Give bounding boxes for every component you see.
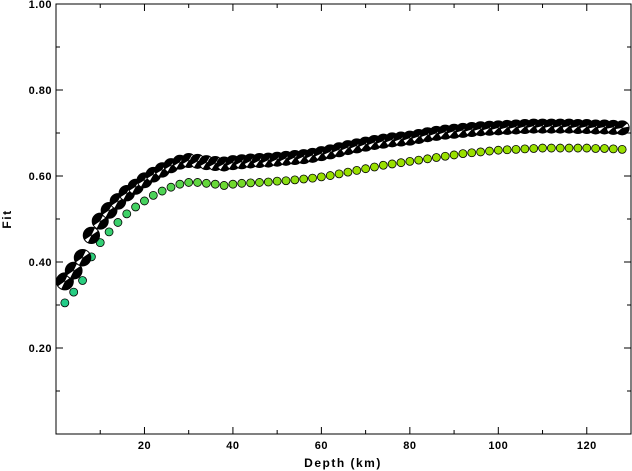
- dot-point: [564, 143, 574, 153]
- dot-point: [538, 143, 547, 153]
- dot-point: [573, 143, 583, 153]
- dot-point: [290, 175, 300, 185]
- x-tick-label: 100: [488, 440, 508, 452]
- x-tick-label: 40: [226, 440, 239, 452]
- dot-point: [78, 276, 87, 285]
- dot-point: [361, 164, 371, 174]
- dot-point: [193, 178, 202, 187]
- mechanism-point: [82, 226, 101, 244]
- dot-point: [600, 144, 609, 153]
- dot-point: [343, 167, 353, 177]
- mechanism-point: [614, 120, 630, 136]
- x-axis: 20 40 60 80 100 120: [99, 4, 632, 452]
- dot-point: [157, 186, 167, 196]
- x-axis-label: Depth (km): [304, 456, 382, 470]
- dot-point: [511, 144, 521, 154]
- dot-point: [440, 151, 450, 161]
- dot-point: [131, 202, 141, 212]
- x-tick-label: 80: [403, 440, 416, 452]
- dot-point: [210, 179, 220, 189]
- dot-point: [263, 177, 273, 187]
- mechanism-point: [73, 248, 92, 267]
- dot-point: [493, 145, 503, 155]
- dot-point: [60, 298, 70, 308]
- dot-point: [414, 155, 424, 165]
- dot-point: [529, 144, 539, 153]
- mechanism-point: [91, 212, 109, 230]
- dot-point: [166, 182, 176, 192]
- dot-point: [449, 150, 459, 160]
- dot-point: [325, 171, 335, 180]
- dot-point: [396, 158, 406, 168]
- dot-point: [352, 166, 362, 175]
- mechanism-series: [55, 118, 630, 291]
- dot-point: [272, 176, 282, 186]
- dot-point: [148, 190, 158, 200]
- dot-point: [387, 159, 397, 169]
- y-tick-label: 0.80: [29, 85, 52, 97]
- plot-frame: [55, 3, 632, 435]
- dot-series: [60, 143, 627, 308]
- dot-point: [219, 181, 229, 190]
- dot-point: [458, 149, 468, 159]
- dot-point: [237, 178, 247, 188]
- x-tick-label: 120: [577, 440, 597, 452]
- dot-point: [184, 178, 194, 187]
- dot-point: [485, 146, 494, 156]
- dot-point: [246, 178, 256, 188]
- x-tick-label: 60: [315, 440, 328, 452]
- dot-point: [591, 144, 601, 153]
- dot-point: [122, 209, 132, 219]
- dot-point: [255, 178, 264, 187]
- dot-point: [334, 169, 344, 179]
- y-tick-label: 0.60: [29, 171, 52, 183]
- dot-point: [316, 172, 326, 182]
- dot-point: [582, 143, 592, 153]
- y-axis-label: Fit: [0, 209, 14, 228]
- y-axis: 0.20 0.40 0.60 0.80 1.00: [29, 0, 631, 392]
- dot-point: [95, 238, 105, 248]
- dot-point: [476, 147, 486, 157]
- dot-point: [378, 160, 388, 170]
- dot-point: [502, 145, 512, 155]
- y-tick-label: 0.40: [29, 257, 52, 269]
- dot-point: [546, 143, 556, 153]
- dot-point: [608, 144, 618, 154]
- x-tick-label: 20: [138, 440, 151, 452]
- dot-point: [104, 227, 114, 237]
- dot-point: [69, 287, 79, 297]
- dot-point: [281, 176, 291, 186]
- dot-point: [113, 218, 123, 227]
- y-tick-label: 0.20: [29, 343, 52, 355]
- y-tick-label: 1.00: [29, 0, 52, 11]
- dot-point: [175, 179, 185, 189]
- dot-point: [299, 174, 309, 184]
- dot-point: [467, 148, 477, 158]
- dot-point: [140, 196, 149, 206]
- dot-point: [520, 144, 530, 154]
- dot-point: [423, 154, 432, 164]
- dot-point: [308, 173, 317, 183]
- dot-point: [405, 156, 415, 166]
- dot-point: [370, 162, 379, 172]
- dot-point: [201, 178, 211, 188]
- dot-point: [228, 179, 238, 189]
- dot-point: [617, 144, 627, 154]
- dot-point: [555, 143, 565, 153]
- mechanism-point: [64, 261, 83, 280]
- dot-point: [431, 153, 441, 162]
